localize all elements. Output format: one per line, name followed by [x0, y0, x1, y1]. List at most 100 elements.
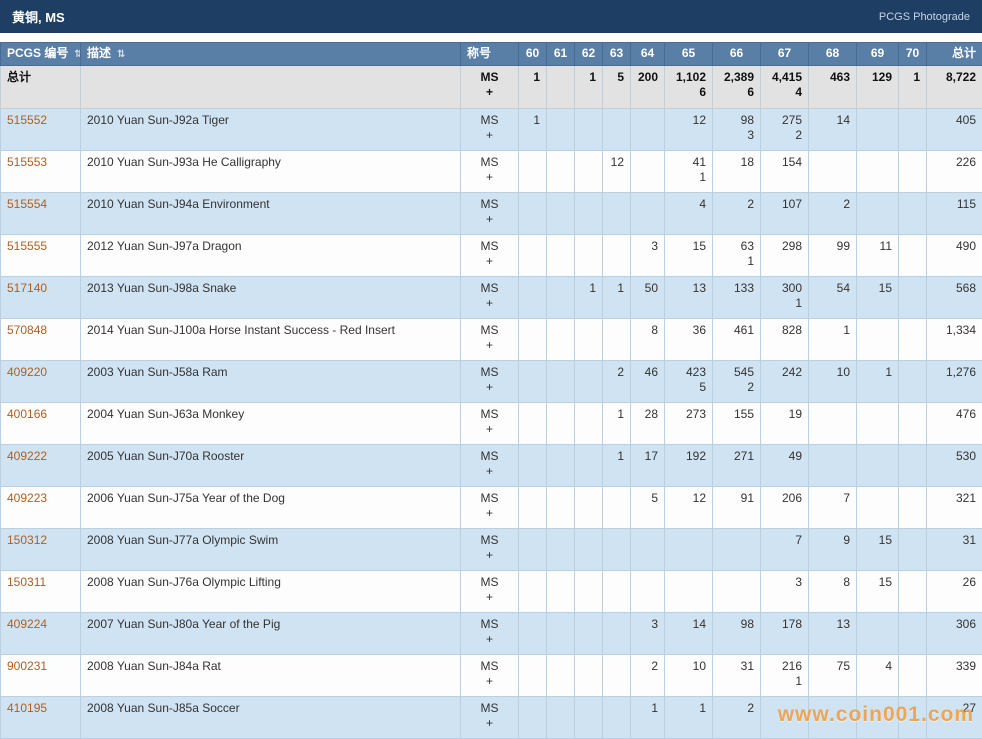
pcgs-number-link[interactable]: 900231 — [7, 659, 47, 673]
grade-65-cell: 10 — [665, 655, 713, 697]
column-header-g61: 61 — [547, 43, 575, 66]
grade-65-cell: 12 — [665, 487, 713, 529]
totals-g60-cell: 1 — [519, 66, 547, 109]
column-header-designation: 称号 — [461, 43, 519, 66]
pcgs-number-link[interactable]: 515554 — [7, 197, 47, 211]
pcgs-number-link[interactable]: 517140 — [7, 281, 47, 295]
row-total-cell: 226 — [927, 151, 982, 193]
pcgs-number-cell: 515554 — [1, 193, 81, 235]
grade-63-cell — [603, 193, 631, 235]
grade-60-cell — [519, 403, 547, 445]
coin-description: 2007 Yuan Sun-J80a Year of the Pig — [81, 613, 461, 655]
grade-68-cell — [809, 697, 857, 739]
grade-67-cell: 107 — [761, 193, 809, 235]
column-label: 60 — [526, 46, 539, 60]
page-header: 黄铜, MS PCGS Photograde — [0, 0, 982, 33]
column-header-g62: 62 — [575, 43, 603, 66]
pcgs-number-cell: 409222 — [1, 445, 81, 487]
grade-61-cell — [547, 487, 575, 529]
grade-64-cell: 5 — [631, 487, 665, 529]
pcgs-number-link[interactable]: 150311 — [7, 575, 46, 589]
grade-61-cell — [547, 403, 575, 445]
column-label: 称号 — [467, 46, 491, 60]
grade-66-cell: 2 — [713, 697, 761, 739]
pcgs-number-link[interactable]: 515552 — [7, 113, 47, 127]
column-header-pcgs[interactable]: PCGS 编号⇅ — [1, 43, 81, 66]
grade-69-cell — [857, 613, 899, 655]
pcgs-number-link[interactable]: 410195 — [7, 701, 47, 715]
grade-63-cell — [603, 613, 631, 655]
coin-description: 2012 Yuan Sun-J97a Dragon — [81, 235, 461, 277]
pcgs-number-link[interactable]: 150312 — [7, 533, 47, 547]
grade-67-cell: 7 — [761, 529, 809, 571]
grade-68-cell: 75 — [809, 655, 857, 697]
row-total-cell: 31 — [927, 529, 982, 571]
column-header-total: 总计 — [927, 43, 982, 66]
column-label: 65 — [682, 46, 695, 60]
pcgs-number-cell: 409224 — [1, 613, 81, 655]
column-header-g63: 63 — [603, 43, 631, 66]
grade-61-cell — [547, 361, 575, 403]
grade-61-cell — [547, 235, 575, 277]
row-total-cell: 490 — [927, 235, 982, 277]
grade-62-cell — [575, 151, 603, 193]
grade-66-cell: 133 — [713, 277, 761, 319]
grade-65-cell: 423 5 — [665, 361, 713, 403]
column-label: 70 — [906, 46, 919, 60]
grade-69-cell: 15 — [857, 571, 899, 613]
grade-68-cell: 1 — [809, 319, 857, 361]
designation-cell: MS + — [461, 235, 519, 277]
pcgs-number-link[interactable]: 409223 — [7, 491, 47, 505]
grade-70-cell — [899, 277, 927, 319]
grade-63-cell: 1 — [603, 277, 631, 319]
designation-cell: MS + — [461, 613, 519, 655]
grade-63-cell — [603, 571, 631, 613]
pcgs-number-link[interactable]: 515555 — [7, 239, 47, 253]
grade-60-cell — [519, 655, 547, 697]
grade-68-cell — [809, 151, 857, 193]
pcgs-number-link[interactable]: 515553 — [7, 155, 47, 169]
grade-61-cell — [547, 277, 575, 319]
grade-65-cell: 1 — [665, 697, 713, 739]
grade-70-cell — [899, 319, 927, 361]
column-header-g68: 68 — [809, 43, 857, 66]
column-label: 64 — [641, 46, 654, 60]
designation-cell: MS + — [461, 655, 519, 697]
grade-63-cell — [603, 487, 631, 529]
grade-60-cell — [519, 361, 547, 403]
grade-68-cell — [809, 445, 857, 487]
grade-60-cell — [519, 277, 547, 319]
grade-70-cell — [899, 109, 927, 151]
totals-g68-cell: 463 — [809, 66, 857, 109]
coin-description: 2010 Yuan Sun-J94a Environment — [81, 193, 461, 235]
grade-69-cell: 15 — [857, 529, 899, 571]
pcgs-number-link[interactable]: 409224 — [7, 617, 47, 631]
grade-61-cell — [547, 193, 575, 235]
row-total-cell: 476 — [927, 403, 982, 445]
grade-70-cell — [899, 151, 927, 193]
photograde-link[interactable]: PCGS Photograde — [879, 11, 970, 23]
column-header-g70: 70 — [899, 43, 927, 66]
pcgs-number-link[interactable]: 409220 — [7, 365, 47, 379]
column-header-desc[interactable]: 描述⇅ — [81, 43, 461, 66]
column-label: PCGS 编号 — [7, 46, 68, 60]
pcgs-number-link[interactable]: 400166 — [7, 407, 47, 421]
pcgs-number-link[interactable]: 570848 — [7, 323, 47, 337]
grade-67-cell: 242 — [761, 361, 809, 403]
row-total-cell: 339 — [927, 655, 982, 697]
grade-70-cell — [899, 361, 927, 403]
grade-62-cell — [575, 109, 603, 151]
grade-66-cell: 461 — [713, 319, 761, 361]
grade-69-cell — [857, 109, 899, 151]
pcgs-number-link[interactable]: 409222 — [7, 449, 47, 463]
grade-65-cell: 15 — [665, 235, 713, 277]
grade-63-cell — [603, 655, 631, 697]
totals-designation-cell: MS + — [461, 66, 519, 109]
row-total-cell: 115 — [927, 193, 982, 235]
row-total-cell: 321 — [927, 487, 982, 529]
